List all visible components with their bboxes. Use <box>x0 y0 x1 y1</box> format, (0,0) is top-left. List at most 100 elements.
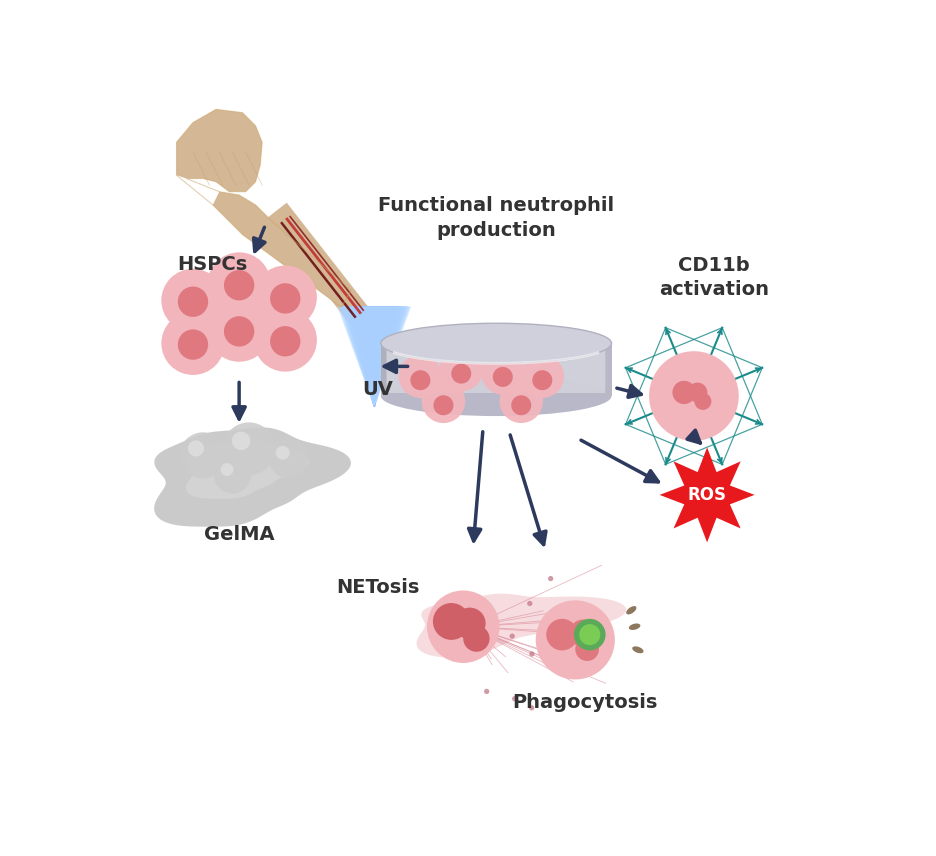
Circle shape <box>208 299 271 362</box>
Polygon shape <box>373 307 375 406</box>
Polygon shape <box>346 307 402 406</box>
Circle shape <box>576 637 599 661</box>
Polygon shape <box>359 307 389 406</box>
Ellipse shape <box>381 376 611 416</box>
Polygon shape <box>344 307 404 406</box>
Polygon shape <box>177 110 262 192</box>
Polygon shape <box>367 307 382 406</box>
Circle shape <box>529 651 534 657</box>
Text: Functional neutrophil
production: Functional neutrophil production <box>378 196 614 240</box>
Text: CD11b
activation: CD11b activation <box>659 256 768 299</box>
Polygon shape <box>350 307 398 406</box>
Circle shape <box>484 689 490 694</box>
Circle shape <box>254 308 317 372</box>
Circle shape <box>161 269 225 332</box>
Circle shape <box>527 601 533 606</box>
Circle shape <box>422 379 465 423</box>
Text: UV: UV <box>362 380 393 399</box>
Circle shape <box>188 440 204 456</box>
Circle shape <box>232 431 250 450</box>
Circle shape <box>269 439 308 479</box>
Circle shape <box>500 379 543 423</box>
Circle shape <box>574 619 606 651</box>
Circle shape <box>454 608 486 639</box>
Circle shape <box>427 591 500 663</box>
Circle shape <box>214 456 251 494</box>
Text: GelMA: GelMA <box>204 525 274 544</box>
Polygon shape <box>417 593 626 657</box>
Circle shape <box>486 621 490 627</box>
Ellipse shape <box>626 606 636 615</box>
Ellipse shape <box>632 646 644 653</box>
Circle shape <box>547 619 578 651</box>
Circle shape <box>440 348 483 391</box>
Circle shape <box>541 642 546 647</box>
Polygon shape <box>348 307 401 406</box>
Polygon shape <box>358 307 390 406</box>
Circle shape <box>161 312 225 375</box>
Circle shape <box>451 364 471 383</box>
Polygon shape <box>371 307 378 406</box>
Polygon shape <box>342 307 407 406</box>
Circle shape <box>509 633 515 639</box>
Polygon shape <box>360 307 388 406</box>
Polygon shape <box>363 307 386 406</box>
Polygon shape <box>607 343 611 396</box>
Circle shape <box>254 265 317 329</box>
Polygon shape <box>354 307 394 406</box>
Circle shape <box>569 620 597 647</box>
Polygon shape <box>352 307 397 406</box>
Polygon shape <box>364 307 385 406</box>
Text: Phagocytosis: Phagocytosis <box>513 693 658 712</box>
Polygon shape <box>339 307 409 406</box>
Polygon shape <box>343 307 405 406</box>
Circle shape <box>492 367 513 387</box>
Circle shape <box>548 576 553 581</box>
Circle shape <box>688 383 708 402</box>
Polygon shape <box>186 441 309 499</box>
Polygon shape <box>368 307 381 406</box>
Circle shape <box>511 395 532 415</box>
Circle shape <box>649 351 739 441</box>
Circle shape <box>483 606 489 611</box>
Polygon shape <box>353 307 396 406</box>
Polygon shape <box>267 203 376 332</box>
Polygon shape <box>356 307 393 406</box>
Circle shape <box>672 381 695 404</box>
Polygon shape <box>212 192 351 307</box>
Circle shape <box>178 330 208 360</box>
Text: ROS: ROS <box>688 486 726 504</box>
Text: HSPCs: HSPCs <box>178 255 248 274</box>
Circle shape <box>535 600 615 680</box>
Circle shape <box>271 283 300 313</box>
Polygon shape <box>345 307 403 406</box>
Circle shape <box>575 602 580 607</box>
Ellipse shape <box>381 324 611 363</box>
Polygon shape <box>388 347 605 393</box>
Circle shape <box>271 326 300 356</box>
Circle shape <box>695 393 711 410</box>
Polygon shape <box>357 307 392 406</box>
Polygon shape <box>372 307 377 406</box>
Text: NETosis: NETosis <box>336 578 419 597</box>
Polygon shape <box>154 427 351 526</box>
Circle shape <box>223 422 275 475</box>
Circle shape <box>276 446 289 460</box>
Circle shape <box>410 370 431 390</box>
Polygon shape <box>338 307 411 406</box>
Polygon shape <box>361 307 387 406</box>
Circle shape <box>533 370 552 390</box>
Circle shape <box>520 354 564 398</box>
Circle shape <box>529 705 534 710</box>
Ellipse shape <box>355 312 377 336</box>
Circle shape <box>180 432 226 479</box>
Circle shape <box>481 351 524 395</box>
Polygon shape <box>341 307 408 406</box>
Polygon shape <box>349 307 400 406</box>
Circle shape <box>178 287 208 317</box>
Circle shape <box>221 463 233 476</box>
Circle shape <box>224 316 255 347</box>
Polygon shape <box>660 448 754 543</box>
Polygon shape <box>365 307 383 406</box>
Circle shape <box>579 624 600 645</box>
